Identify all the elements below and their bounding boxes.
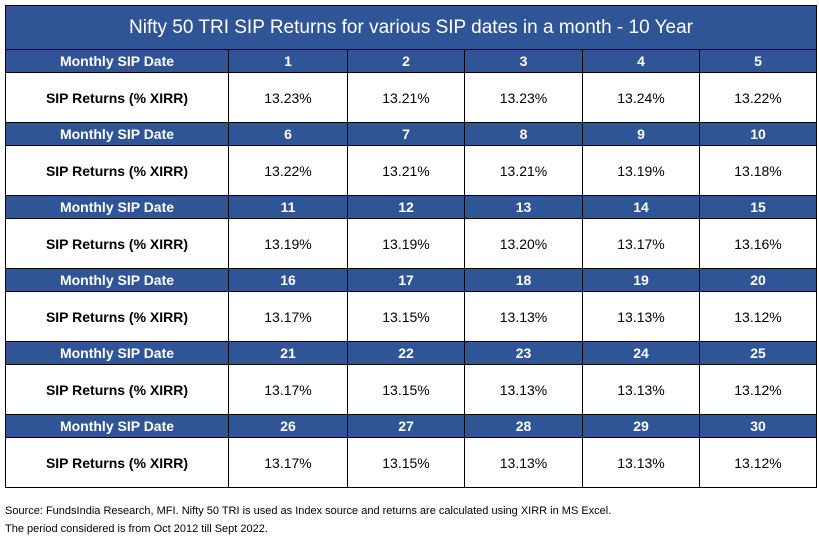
sip-return-value-cell: 13.15%	[347, 437, 465, 488]
sip-date-row-label: Monthly SIP Date	[5, 268, 229, 292]
source-note: Source: FundsIndia Research, MFI. Nifty …	[5, 505, 612, 517]
sip-returns-row: SIP Returns (% XIRR) 13.17% 13.15% 13.13% 13…	[5, 364, 818, 415]
sip-returns-table: Nifty 50 TRI SIP Returns for various SIP…	[4, 5, 818, 488]
sip-date-header-row: Monthly SIP Date 11 12 13 14 15	[5, 195, 818, 219]
sip-date-cell: 19	[582, 268, 700, 292]
sip-return-value-cell: 13.21%	[347, 72, 465, 123]
sip-return-value-cell: 13.13%	[464, 437, 583, 488]
sip-returns-row-label: SIP Returns (% XIRR)	[5, 218, 229, 269]
sip-return-value-cell: 13.19%	[347, 218, 465, 269]
sip-return-value-cell: 13.19%	[228, 218, 348, 269]
sip-return-value-cell: 13.15%	[347, 291, 465, 342]
sip-return-value-cell: 13.23%	[464, 72, 583, 123]
sip-date-cell: 16	[228, 268, 348, 292]
sip-return-value-cell: 13.17%	[228, 291, 348, 342]
sip-date-row-label: Monthly SIP Date	[5, 341, 229, 365]
sip-returns-row-label: SIP Returns (% XIRR)	[5, 437, 229, 488]
table-title-row: Nifty 50 TRI SIP Returns for various SIP…	[4, 5, 818, 50]
sip-date-cell: 30	[698, 414, 818, 438]
sip-returns-row: SIP Returns (% XIRR) 13.17% 13.15% 13.13% 13…	[5, 437, 818, 488]
sip-date-cell: 3	[464, 49, 583, 73]
sip-date-cell: 15	[698, 195, 818, 219]
sip-date-cell: 6	[228, 122, 348, 146]
sip-date-header-row: Monthly SIP Date 6 7 8 9 10	[5, 122, 818, 146]
sip-date-header-row: Monthly SIP Date 1 2 3 4 5	[5, 49, 818, 73]
sip-returns-row-label: SIP Returns (% XIRR)	[5, 145, 229, 196]
table-title: Nifty 50 TRI SIP Returns for various SIP…	[4, 5, 818, 50]
period-note: The period considered is from Oct 2012 t…	[5, 523, 268, 535]
sip-return-value-cell: 13.12%	[698, 364, 818, 415]
sip-date-cell: 29	[582, 414, 700, 438]
sip-return-value-cell: 13.18%	[698, 145, 818, 196]
sip-date-header-row: Monthly SIP Date 21 22 23 24 25	[5, 341, 818, 365]
sip-returns-row: SIP Returns (% XIRR) 13.17% 13.15% 13.13% 13…	[5, 291, 818, 342]
sip-return-value-cell: 13.17%	[228, 364, 348, 415]
sip-date-cell: 4	[582, 49, 700, 73]
sip-date-header-row: Monthly SIP Date 26 27 28 29 30	[5, 414, 818, 438]
sip-return-value-cell: 13.22%	[228, 145, 348, 196]
sip-return-value-cell: 13.20%	[464, 218, 583, 269]
sip-return-value-cell: 13.19%	[582, 145, 700, 196]
sip-return-value-cell: 13.17%	[582, 218, 700, 269]
sip-date-cell: 21	[228, 341, 348, 365]
sip-date-cell: 2	[347, 49, 465, 73]
sip-date-cell: 23	[464, 341, 583, 365]
sip-date-row-label: Monthly SIP Date	[5, 414, 229, 438]
sip-date-row-label: Monthly SIP Date	[5, 195, 229, 219]
sip-date-cell: 9	[582, 122, 700, 146]
sip-date-cell: 10	[698, 122, 818, 146]
sip-date-cell: 24	[582, 341, 700, 365]
sip-date-row-label: Monthly SIP Date	[5, 49, 229, 73]
sip-return-value-cell: 13.17%	[228, 437, 348, 488]
sip-return-value-cell: 13.13%	[582, 364, 700, 415]
sip-return-value-cell: 13.13%	[582, 437, 700, 488]
sip-return-value-cell: 13.21%	[464, 145, 583, 196]
sip-return-value-cell: 13.24%	[582, 72, 700, 123]
sip-returns-row: SIP Returns (% XIRR) 13.19% 13.19% 13.20% 13…	[5, 218, 818, 269]
sip-date-cell: 14	[582, 195, 700, 219]
sip-returns-row-label: SIP Returns (% XIRR)	[5, 72, 229, 123]
sip-returns-row-label: SIP Returns (% XIRR)	[5, 291, 229, 342]
sip-return-value-cell: 13.13%	[464, 291, 583, 342]
sip-date-cell: 12	[347, 195, 465, 219]
sip-return-value-cell: 13.16%	[698, 218, 818, 269]
sip-returns-row: SIP Returns (% XIRR) 13.22% 13.21% 13.21% 13…	[5, 145, 818, 196]
sip-date-cell: 26	[228, 414, 348, 438]
sip-return-value-cell: 13.22%	[698, 72, 818, 123]
sip-date-cell: 22	[347, 341, 465, 365]
sip-date-cell: 8	[464, 122, 583, 146]
sip-date-cell: 25	[698, 341, 818, 365]
sip-returns-row-label: SIP Returns (% XIRR)	[5, 364, 229, 415]
sip-date-cell: 20	[698, 268, 818, 292]
sip-return-value-cell: 13.13%	[464, 364, 583, 415]
sip-date-row-label: Monthly SIP Date	[5, 122, 229, 146]
sip-date-cell: 17	[347, 268, 465, 292]
sip-date-cell: 7	[347, 122, 465, 146]
source-footnote: Source: FundsIndia Research, MFI. Nifty …	[5, 502, 816, 538]
sip-date-cell: 11	[228, 195, 348, 219]
sip-date-cell: 13	[464, 195, 583, 219]
sip-return-value-cell: 13.23%	[228, 72, 348, 123]
sip-return-value-cell: 13.15%	[347, 364, 465, 415]
sip-date-header-row: Monthly SIP Date 16 17 18 19 20	[5, 268, 818, 292]
sip-return-value-cell: 13.12%	[698, 291, 818, 342]
sip-date-cell: 1	[228, 49, 348, 73]
sip-date-cell: 18	[464, 268, 583, 292]
sip-date-cell: 5	[698, 49, 818, 73]
sip-date-cell: 28	[464, 414, 583, 438]
sip-return-value-cell: 13.13%	[582, 291, 700, 342]
sip-date-cell: 27	[347, 414, 465, 438]
sip-return-value-cell: 13.21%	[347, 145, 465, 196]
sip-return-value-cell: 13.12%	[698, 437, 818, 488]
sip-returns-row: SIP Returns (% XIRR) 13.23% 13.21% 13.23% 13…	[5, 72, 818, 123]
